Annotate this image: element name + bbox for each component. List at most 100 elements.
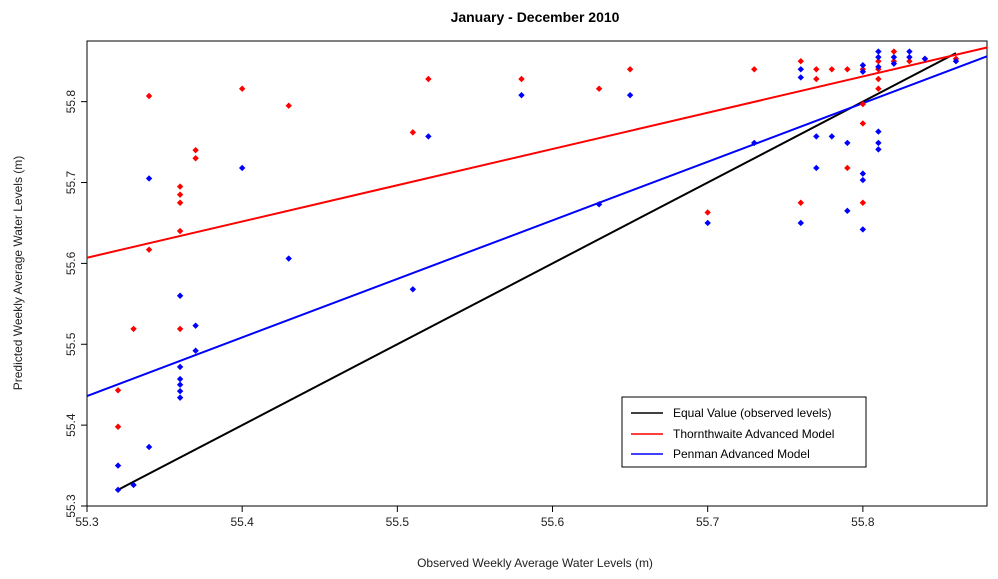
point-penman-advanced-model-27 xyxy=(828,133,836,140)
point-penman-advanced-model-20 xyxy=(704,219,711,227)
point-penman-advanced-model-13 xyxy=(238,164,246,172)
point-penman-advanced-model-34 xyxy=(859,226,867,233)
point-penman-advanced-model-35 xyxy=(875,48,882,55)
point-penman-advanced-model-24 xyxy=(797,219,804,227)
x-tick-label: 55.7 xyxy=(696,515,720,529)
legend-label-thornthwaite: Thornthwaite Advanced Model xyxy=(673,427,834,441)
point-thornthwaite-advanced-model-34 xyxy=(875,75,882,83)
point-penman-advanced-model-7 xyxy=(176,375,184,383)
y-axis-title: Predicted Weekly Average Water Levels (m… xyxy=(11,156,25,391)
point-thornthwaite-advanced-model-14 xyxy=(409,129,417,136)
point-penman-advanced-model-10 xyxy=(176,394,184,401)
x-axis-title: Observed Weekly Average Water Levels (m) xyxy=(417,556,653,570)
chart-title: January - December 2010 xyxy=(451,9,620,25)
point-penman-advanced-model-23 xyxy=(797,74,804,81)
point-penman-advanced-model-14 xyxy=(285,255,292,262)
point-thornthwaite-advanced-model-1 xyxy=(114,423,122,430)
point-penman-advanced-model-9 xyxy=(176,387,184,395)
point-thornthwaite-advanced-model-24 xyxy=(813,75,820,83)
regression-lines xyxy=(86,46,988,491)
point-thornthwaite-advanced-model-17 xyxy=(595,85,603,92)
y-axis: 55.3 55.4 55.5 55.6 55.7 55.8 xyxy=(64,90,87,518)
data-points xyxy=(114,48,960,494)
point-thornthwaite-advanced-model-9 xyxy=(176,325,184,333)
point-thornthwaite-advanced-model-4 xyxy=(145,246,153,253)
x-tick-label: 55.3 xyxy=(75,515,99,529)
point-thornthwaite-advanced-model-30 xyxy=(859,120,867,127)
point-penman-advanced-model-0 xyxy=(114,462,122,469)
point-thornthwaite-advanced-model-13 xyxy=(285,102,292,109)
point-thornthwaite-advanced-model-27 xyxy=(844,164,851,172)
point-penman-advanced-model-29 xyxy=(844,207,851,215)
point-thornthwaite-advanced-model-26 xyxy=(844,66,851,73)
y-tick-label: 55.3 xyxy=(64,494,78,518)
y-tick-label: 55.5 xyxy=(64,332,78,356)
point-penman-advanced-model-36 xyxy=(875,53,882,61)
plot-frame xyxy=(86,40,988,507)
point-penman-advanced-model-39 xyxy=(875,139,882,147)
line-penman-advanced-model xyxy=(86,55,988,397)
point-thornthwaite-advanced-model-0 xyxy=(114,387,122,394)
point-penman-advanced-model-40 xyxy=(875,146,882,153)
point-thornthwaite-advanced-model-12 xyxy=(238,85,246,92)
y-tick-label: 55.8 xyxy=(64,90,78,114)
point-thornthwaite-advanced-model-32 xyxy=(875,58,882,65)
point-thornthwaite-advanced-model-29 xyxy=(859,100,867,108)
point-thornthwaite-advanced-model-2 xyxy=(130,325,137,333)
point-thornthwaite-advanced-model-21 xyxy=(797,58,804,65)
point-penman-advanced-model-44 xyxy=(906,53,913,61)
point-penman-advanced-model-2 xyxy=(130,481,137,489)
legend-label-penman: Penman Advanced Model xyxy=(673,447,810,461)
point-thornthwaite-advanced-model-7 xyxy=(176,199,184,206)
x-tick-label: 55.5 xyxy=(386,515,410,529)
point-thornthwaite-advanced-model-11 xyxy=(192,155,199,162)
point-thornthwaite-advanced-model-5 xyxy=(176,183,184,190)
point-thornthwaite-advanced-model-35 xyxy=(875,85,882,92)
point-penman-advanced-model-31 xyxy=(859,68,867,75)
point-thornthwaite-advanced-model-6 xyxy=(176,191,184,198)
point-thornthwaite-advanced-model-20 xyxy=(751,66,758,73)
point-penman-advanced-model-45 xyxy=(921,55,929,62)
y-tick-label: 55.7 xyxy=(64,171,78,195)
point-thornthwaite-advanced-model-38 xyxy=(906,58,913,65)
point-thornthwaite-advanced-model-16 xyxy=(518,75,525,83)
point-penman-advanced-model-18 xyxy=(595,201,603,208)
point-penman-advanced-model-22 xyxy=(797,66,804,73)
y-tick-label: 55.6 xyxy=(64,251,78,275)
y-tick-label: 55.4 xyxy=(64,413,78,437)
point-penman-advanced-model-33 xyxy=(859,176,867,184)
legend-box xyxy=(621,396,867,468)
point-penman-advanced-model-32 xyxy=(859,170,867,177)
point-penman-advanced-model-6 xyxy=(176,363,184,371)
x-axis: 55.3 55.4 55.5 55.6 55.7 55.8 xyxy=(75,506,875,529)
point-penman-advanced-model-41 xyxy=(890,53,898,61)
point-thornthwaite-advanced-model-31 xyxy=(859,199,867,206)
legend: Equal Value (observed levels) Thornthwai… xyxy=(621,396,867,468)
point-thornthwaite-advanced-model-23 xyxy=(813,66,820,73)
point-penman-advanced-model-42 xyxy=(890,60,898,67)
point-penman-advanced-model-4 xyxy=(145,443,153,451)
point-thornthwaite-advanced-model-19 xyxy=(704,209,711,216)
point-penman-advanced-model-11 xyxy=(192,322,199,329)
point-penman-advanced-model-16 xyxy=(425,133,432,140)
point-thornthwaite-advanced-model-22 xyxy=(797,199,804,206)
point-penman-advanced-model-28 xyxy=(844,139,851,147)
point-penman-advanced-model-17 xyxy=(518,91,525,99)
point-penman-advanced-model-30 xyxy=(859,62,867,69)
point-thornthwaite-advanced-model-25 xyxy=(828,66,836,73)
point-penman-advanced-model-38 xyxy=(875,128,882,135)
legend-label-equal-value: Equal Value (observed levels) xyxy=(673,406,832,420)
point-thornthwaite-advanced-model-10 xyxy=(192,146,199,154)
line-equal-value-observed-levels xyxy=(117,52,957,491)
point-thornthwaite-advanced-model-3 xyxy=(145,92,153,100)
point-penman-advanced-model-5 xyxy=(176,292,184,299)
point-thornthwaite-advanced-model-36 xyxy=(890,48,898,55)
line-thornthwaite-advanced-model xyxy=(86,46,988,259)
point-penman-advanced-model-3 xyxy=(145,175,153,182)
point-thornthwaite-advanced-model-15 xyxy=(425,75,432,83)
x-tick-label: 55.8 xyxy=(851,515,875,529)
point-penman-advanced-model-26 xyxy=(813,164,820,172)
point-penman-advanced-model-12 xyxy=(192,347,199,354)
